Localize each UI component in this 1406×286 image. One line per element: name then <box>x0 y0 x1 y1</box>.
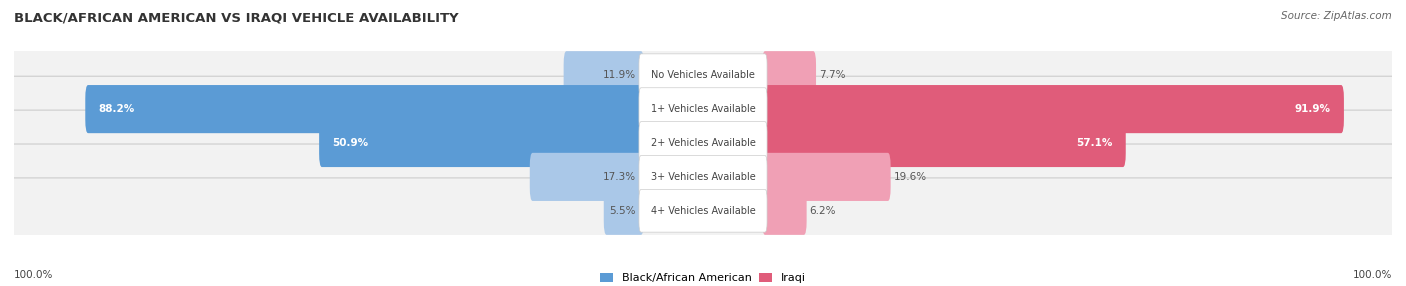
Text: No Vehicles Available: No Vehicles Available <box>651 70 755 80</box>
Text: 17.3%: 17.3% <box>602 172 636 182</box>
Text: 19.6%: 19.6% <box>893 172 927 182</box>
FancyBboxPatch shape <box>11 110 1395 176</box>
FancyBboxPatch shape <box>762 51 815 99</box>
FancyBboxPatch shape <box>11 42 1395 108</box>
Text: 4+ Vehicles Available: 4+ Vehicles Available <box>651 206 755 216</box>
Text: 5.5%: 5.5% <box>609 206 636 216</box>
FancyBboxPatch shape <box>762 119 1126 167</box>
Text: 3+ Vehicles Available: 3+ Vehicles Available <box>651 172 755 182</box>
FancyBboxPatch shape <box>762 153 890 201</box>
Text: 91.9%: 91.9% <box>1295 104 1331 114</box>
FancyBboxPatch shape <box>11 76 1395 142</box>
Legend: Black/African American, Iraqi: Black/African American, Iraqi <box>596 268 810 286</box>
FancyBboxPatch shape <box>564 51 644 99</box>
FancyBboxPatch shape <box>638 54 768 97</box>
Text: Source: ZipAtlas.com: Source: ZipAtlas.com <box>1281 11 1392 21</box>
FancyBboxPatch shape <box>603 187 644 235</box>
FancyBboxPatch shape <box>11 144 1395 210</box>
Text: 100.0%: 100.0% <box>14 270 53 280</box>
FancyBboxPatch shape <box>638 122 768 164</box>
Text: 50.9%: 50.9% <box>332 138 368 148</box>
Text: 57.1%: 57.1% <box>1076 138 1112 148</box>
FancyBboxPatch shape <box>638 189 768 232</box>
Text: 2+ Vehicles Available: 2+ Vehicles Available <box>651 138 755 148</box>
FancyBboxPatch shape <box>86 85 644 133</box>
FancyBboxPatch shape <box>319 119 644 167</box>
Text: 11.9%: 11.9% <box>602 70 636 80</box>
Text: 100.0%: 100.0% <box>1353 270 1392 280</box>
FancyBboxPatch shape <box>638 156 768 198</box>
Text: BLACK/AFRICAN AMERICAN VS IRAQI VEHICLE AVAILABILITY: BLACK/AFRICAN AMERICAN VS IRAQI VEHICLE … <box>14 11 458 24</box>
Text: 6.2%: 6.2% <box>810 206 837 216</box>
FancyBboxPatch shape <box>762 187 807 235</box>
Text: 7.7%: 7.7% <box>818 70 845 80</box>
FancyBboxPatch shape <box>530 153 644 201</box>
FancyBboxPatch shape <box>638 88 768 130</box>
Text: 1+ Vehicles Available: 1+ Vehicles Available <box>651 104 755 114</box>
FancyBboxPatch shape <box>762 85 1344 133</box>
FancyBboxPatch shape <box>11 178 1395 244</box>
Text: 88.2%: 88.2% <box>98 104 135 114</box>
